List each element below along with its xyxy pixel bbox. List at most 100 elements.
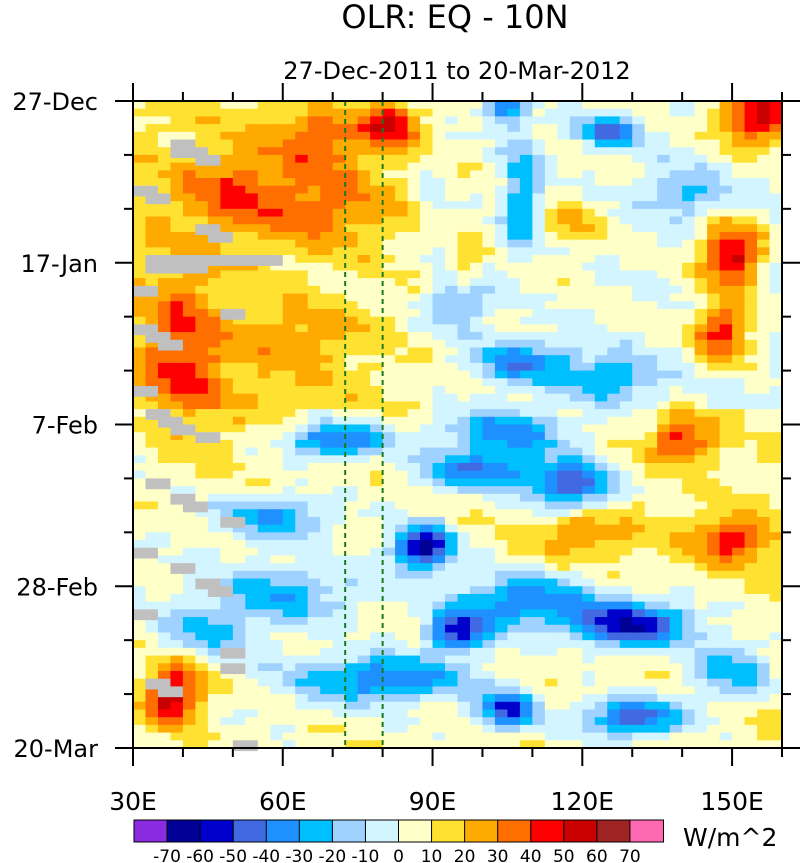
heatmap-cell bbox=[432, 617, 446, 626]
heatmap-cell bbox=[519, 663, 533, 672]
heatmap-cell bbox=[332, 732, 346, 741]
heatmap-cell bbox=[182, 601, 196, 610]
heatmap-cell bbox=[270, 609, 284, 618]
heatmap-cell bbox=[307, 285, 321, 295]
heatmap-cell bbox=[182, 478, 196, 487]
heatmap-cell bbox=[657, 116, 671, 125]
heatmap-cell bbox=[732, 463, 746, 472]
heatmap-cell bbox=[657, 401, 671, 410]
heatmap-cell bbox=[532, 170, 546, 179]
heatmap-cell bbox=[707, 547, 721, 557]
heatmap-cell bbox=[170, 162, 184, 171]
heatmap-cell bbox=[407, 131, 421, 141]
heatmap-cell bbox=[482, 701, 496, 711]
heatmap-cell bbox=[370, 740, 384, 749]
heatmap-cell bbox=[357, 339, 371, 349]
heatmap-cell bbox=[282, 308, 296, 318]
heatmap-cell bbox=[757, 732, 771, 741]
heatmap-cell bbox=[607, 447, 621, 456]
heatmap-cell bbox=[370, 647, 384, 657]
heatmap-cell bbox=[757, 524, 771, 533]
heatmap-cell bbox=[345, 385, 359, 395]
heatmap-cell bbox=[519, 478, 533, 487]
heatmap-cell bbox=[569, 355, 583, 364]
heatmap-cell bbox=[732, 362, 746, 372]
heatmap-cell bbox=[257, 178, 271, 187]
heatmap-cell bbox=[594, 131, 608, 141]
colorbar-label: -60 bbox=[186, 847, 214, 863]
heatmap-cell bbox=[507, 439, 521, 449]
heatmap-cell bbox=[282, 694, 296, 703]
heatmap-cell bbox=[569, 455, 583, 464]
heatmap-cell bbox=[457, 378, 471, 387]
heatmap-cell bbox=[370, 124, 384, 133]
heatmap-cell bbox=[557, 162, 571, 171]
heatmap-cell bbox=[619, 101, 633, 110]
heatmap-cell bbox=[469, 516, 484, 526]
heatmap-cell bbox=[345, 439, 359, 449]
heatmap-cell bbox=[607, 694, 621, 703]
heatmap-cell bbox=[582, 624, 596, 634]
heatmap-cell bbox=[220, 178, 234, 187]
heatmap-cell bbox=[157, 732, 172, 741]
colorbar-units: W/m^2 bbox=[683, 823, 777, 852]
heatmap-cell bbox=[619, 139, 633, 148]
heatmap-cell bbox=[295, 316, 309, 325]
heatmap-cell bbox=[257, 324, 271, 333]
heatmap-cell bbox=[395, 717, 409, 726]
colorbar-label: 70 bbox=[619, 847, 641, 863]
heatmap-cell bbox=[245, 185, 259, 195]
heatmap-cell bbox=[519, 101, 533, 110]
heatmap-cell bbox=[457, 547, 471, 557]
heatmap-cell bbox=[195, 439, 209, 449]
heatmap-cell bbox=[657, 147, 671, 156]
heatmap-cell bbox=[619, 740, 633, 749]
heatmap-cell bbox=[532, 447, 546, 456]
heatmap-cell bbox=[445, 239, 459, 248]
heatmap-cell bbox=[320, 409, 334, 418]
heatmap-cell bbox=[270, 447, 284, 456]
heatmap-cell bbox=[707, 516, 721, 526]
heatmap-cell bbox=[694, 339, 708, 349]
heatmap-cell bbox=[469, 131, 484, 141]
heatmap-cell bbox=[395, 370, 409, 379]
heatmap-cell bbox=[370, 185, 384, 195]
heatmap-cell bbox=[644, 724, 658, 734]
heatmap-cell bbox=[644, 339, 658, 349]
heatmap-cell bbox=[133, 509, 147, 518]
heatmap-cell bbox=[295, 678, 309, 687]
heatmap-cell bbox=[145, 355, 159, 364]
heatmap-cell bbox=[669, 308, 683, 318]
heatmap-cell bbox=[395, 285, 409, 295]
heatmap-cell bbox=[207, 355, 221, 364]
heatmap-cell bbox=[632, 293, 646, 302]
heatmap-cell bbox=[757, 447, 771, 456]
heatmap-cell bbox=[307, 686, 321, 695]
heatmap-cell bbox=[395, 709, 409, 718]
heatmap-cell bbox=[345, 285, 359, 295]
heatmap-cell bbox=[769, 455, 783, 464]
heatmap-cell bbox=[382, 108, 396, 117]
heatmap-cell bbox=[295, 285, 309, 295]
heatmap-cell bbox=[295, 393, 309, 402]
heatmap-cell bbox=[732, 501, 746, 510]
heatmap-cell bbox=[594, 347, 608, 356]
heatmap-cell bbox=[519, 493, 533, 503]
heatmap-cell bbox=[569, 439, 583, 449]
colorbar-label: 20 bbox=[454, 847, 476, 863]
heatmap-cell bbox=[307, 224, 321, 233]
heatmap-cell bbox=[345, 216, 359, 225]
heatmap-cell bbox=[270, 116, 284, 125]
heatmap-cell bbox=[532, 709, 546, 718]
heatmap-cell bbox=[519, 355, 533, 364]
heatmap-cell bbox=[769, 270, 783, 279]
heatmap-cell bbox=[432, 231, 446, 241]
heatmap-cell bbox=[195, 332, 209, 341]
heatmap-cell bbox=[145, 424, 159, 433]
heatmap-cell bbox=[694, 686, 708, 695]
heatmap-cell bbox=[507, 308, 521, 318]
heatmap-cell bbox=[157, 393, 172, 402]
heatmap-cell bbox=[207, 332, 221, 341]
heatmap-cell bbox=[544, 601, 558, 610]
heatmap-cell bbox=[644, 178, 658, 187]
